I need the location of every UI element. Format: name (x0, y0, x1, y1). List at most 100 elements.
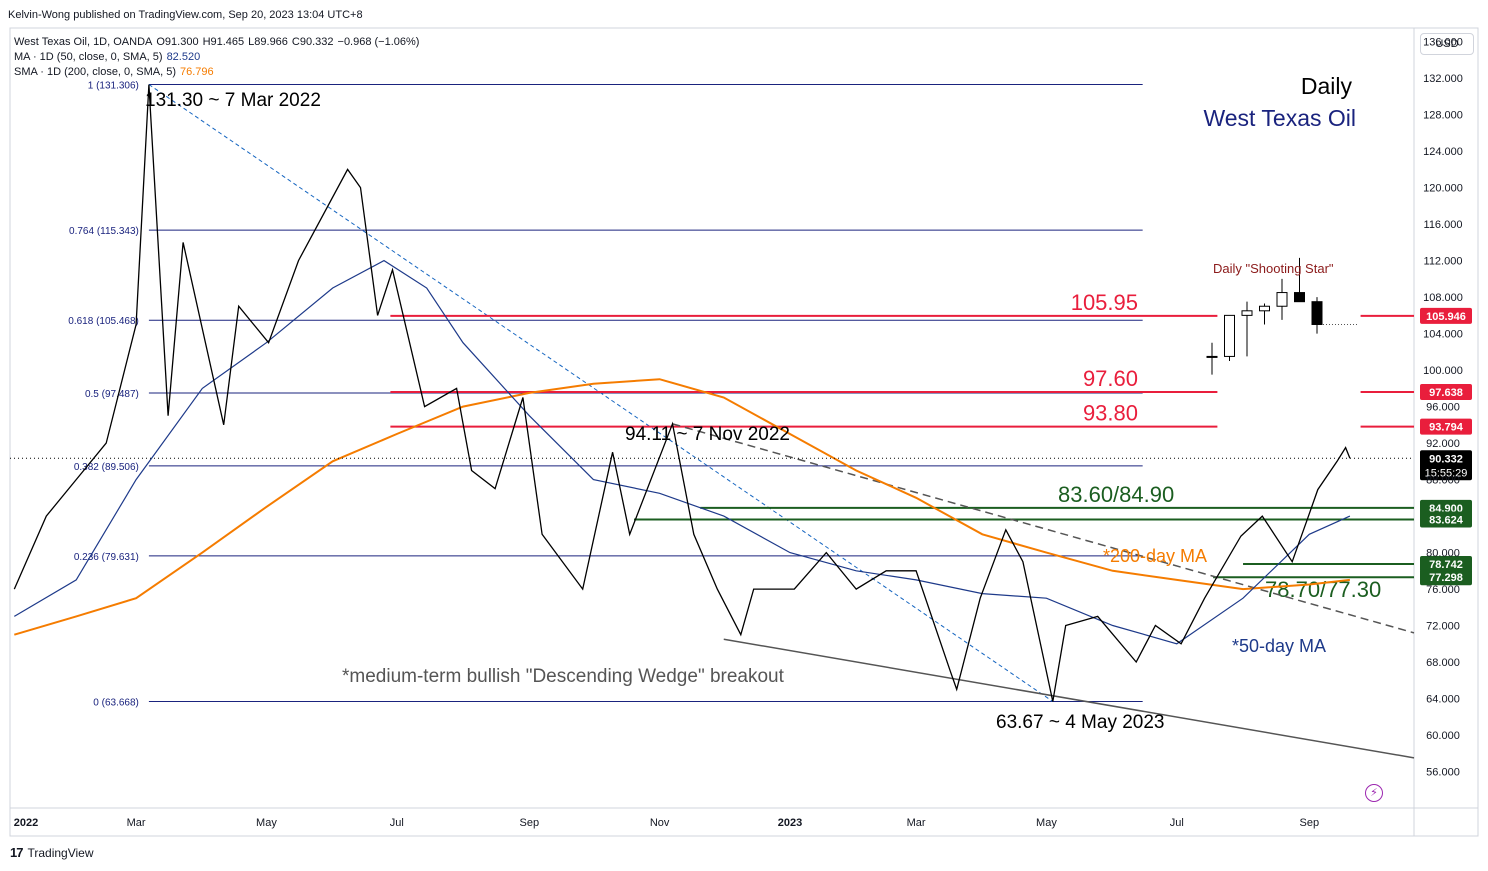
chart-frame (9, 27, 1479, 837)
fib-label-1: 0.764 (115.343) (69, 226, 139, 237)
y-tick-18: 60.000 (1426, 730, 1460, 742)
y-tick-0: 136.000 (1423, 37, 1463, 49)
resistance-badge-1 (1420, 384, 1472, 400)
legend-close: C90.332 (291, 36, 334, 48)
x-tick-2: May (256, 817, 277, 829)
y-tick-13: 80.000 (1426, 548, 1460, 560)
support-upper-badge-text-1: 83.624 (1429, 515, 1464, 527)
fib-trend-line (148, 84, 1054, 702)
wedge-upper-line (672, 423, 1415, 634)
y-tick-7: 108.000 (1423, 292, 1463, 304)
x-tick-0: 2022 (14, 817, 38, 829)
ma200-line (14, 378, 1351, 636)
y-tick-10: 96.000 (1426, 402, 1460, 414)
support-lower-label: 78.70/77.30 (1265, 577, 1381, 602)
legend-ma200-label: SMA · 1D (200, close, 0, SMA, 5) (14, 66, 177, 78)
support-upper-badge-text-0: 84.900 (1429, 503, 1463, 515)
last-price-value: 90.332 (1429, 453, 1463, 465)
ma50-line (13, 259, 1351, 645)
resistance-badge-2 (1420, 418, 1472, 435)
legend-ma50-label: MA · 1D (50, close, 0, SMA, 5) (14, 51, 163, 63)
resistance-label-0: 105.95 (1071, 290, 1138, 315)
annotation-ma50: *50-day MA (1232, 636, 1326, 656)
fib-label-0: 1 (131.306) (88, 81, 139, 92)
y-tick-11: 92.000 (1426, 438, 1460, 450)
annotation-low: 63.67 ~ 4 May 2023 (996, 712, 1165, 733)
support-lower-badge-0 (1420, 556, 1472, 573)
tradingview-logo-icon: 17 (10, 845, 24, 860)
currency-selector[interactable]: USD (1420, 33, 1474, 55)
time-axis: 2022 Mar May Jul Sep Nov 2023 Mar May Jul Sep (14, 817, 1319, 829)
y-tick-19: 56.000 (1426, 767, 1460, 779)
wedge-layer (672, 423, 1415, 759)
legend-open: O91.300 (156, 36, 199, 48)
annotation-nov-high: 94.11 ~ 7 Nov 2022 (625, 424, 790, 445)
y-tick-4: 120.000 (1423, 183, 1463, 195)
resistance-label-1: 97.60 (1083, 366, 1138, 391)
y-tick-12: 88.000 (1426, 475, 1460, 487)
x-tick-3: Jul (390, 817, 404, 829)
wedge-lower-line (723, 638, 1415, 759)
legend-change: −0.968 (−1.06%) (337, 36, 420, 48)
level-lines-layer: 105.95 105.946 97.60 97.638 93.80 93.794 84.90… (390, 290, 1472, 602)
moving-average-layer (13, 259, 1351, 645)
legend-symbol: West Texas Oil, 1D, OANDA (14, 36, 153, 48)
y-tick-5: 116.000 (1424, 219, 1463, 231)
inset-candle-4 (1276, 292, 1288, 307)
support-upper-badge-1 (1420, 511, 1472, 528)
annotation-wedge-note: *medium-term bullish "Descending Wedge" … (342, 666, 785, 687)
fib-label-2: 0.618 (105.468) (68, 316, 139, 327)
x-tick-8: May (1036, 817, 1057, 829)
support-lower-badge-1 (1420, 569, 1472, 586)
y-tick-14: 76.000 (1426, 584, 1460, 596)
annotation-shooting-star: Daily "Shooting Star" (1213, 261, 1334, 276)
legend-ma200-value: 76.796 (180, 66, 214, 78)
y-tick-9: 100.000 (1423, 365, 1463, 377)
support-upper-label: 83.60/84.90 (1058, 482, 1174, 507)
legend-ma50-value: 82.520 (166, 51, 201, 63)
chart-title: Daily (1301, 73, 1353, 99)
x-tick-9: Jul (1170, 817, 1184, 829)
resistance-badge-text-1: 97.638 (1429, 387, 1463, 399)
y-tick-3: 124.000 (1423, 146, 1463, 158)
footer: 17 TradingView (10, 845, 94, 860)
fib-label-3: 0.5 (97.487) (85, 389, 139, 400)
fib-label-5: 0.236 (79.631) (74, 552, 139, 563)
inset-candle-6 (1311, 301, 1323, 325)
last-price-countdown: 15:55:29 (1425, 467, 1468, 479)
chart-subtitle: West Texas Oil (1203, 105, 1356, 131)
price-layer: 90.332 15:55:29 (10, 84, 1472, 702)
annotation-high: 131.30 ~ 7 Mar 2022 (145, 90, 321, 111)
legend-high: H91.465 (202, 36, 245, 48)
inset-candle-1 (1224, 314, 1235, 357)
replay-icon[interactable]: ⚡ (1365, 784, 1383, 802)
y-tick-2: 128.000 (1423, 110, 1463, 122)
annotation-ma200: *200-day MA (1103, 546, 1207, 566)
inset-candle-3 (1259, 305, 1270, 312)
y-tick-8: 104.000 (1423, 329, 1463, 341)
support-lower-badge-text-0: 78.742 (1429, 559, 1463, 571)
inset-candle-2 (1241, 310, 1253, 316)
price-line (13, 84, 1351, 702)
last-price-badge (1420, 450, 1472, 481)
x-tick-1: Mar (127, 817, 146, 829)
x-tick-4: Sep (519, 817, 539, 829)
footer-brand: TradingView (27, 845, 94, 860)
resistance-label-2: 93.80 (1083, 401, 1138, 426)
price-axis: 136.000 132.000 128.000 124.000 120.000 116.0… (1423, 37, 1463, 779)
legend-low: L89.966 (248, 36, 288, 48)
y-tick-17: 64.000 (1426, 694, 1460, 706)
inset-candle-0 (1206, 355, 1218, 358)
chart-legend: West Texas Oil, 1D, OANDA O91.300 H91.465 L… (14, 35, 423, 80)
annotation-layer: 131.30 ~ 7 Mar 2022 94.11 ~ 7 Nov 2022 63.… (145, 73, 1356, 733)
inset-candles-layer (1206, 257, 1358, 375)
inset-candle-5 (1294, 292, 1305, 303)
x-tick-5: Nov (650, 817, 670, 829)
support-lower-badge-text-1: 77.298 (1429, 572, 1463, 584)
resistance-badge-text-0: 105.946 (1426, 311, 1466, 323)
resistance-badge-text-2: 93.794 (1429, 422, 1464, 434)
x-tick-10: Sep (1299, 817, 1319, 829)
x-tick-7: Mar (907, 817, 926, 829)
fib-label-6: 0 (63.668) (93, 698, 139, 709)
